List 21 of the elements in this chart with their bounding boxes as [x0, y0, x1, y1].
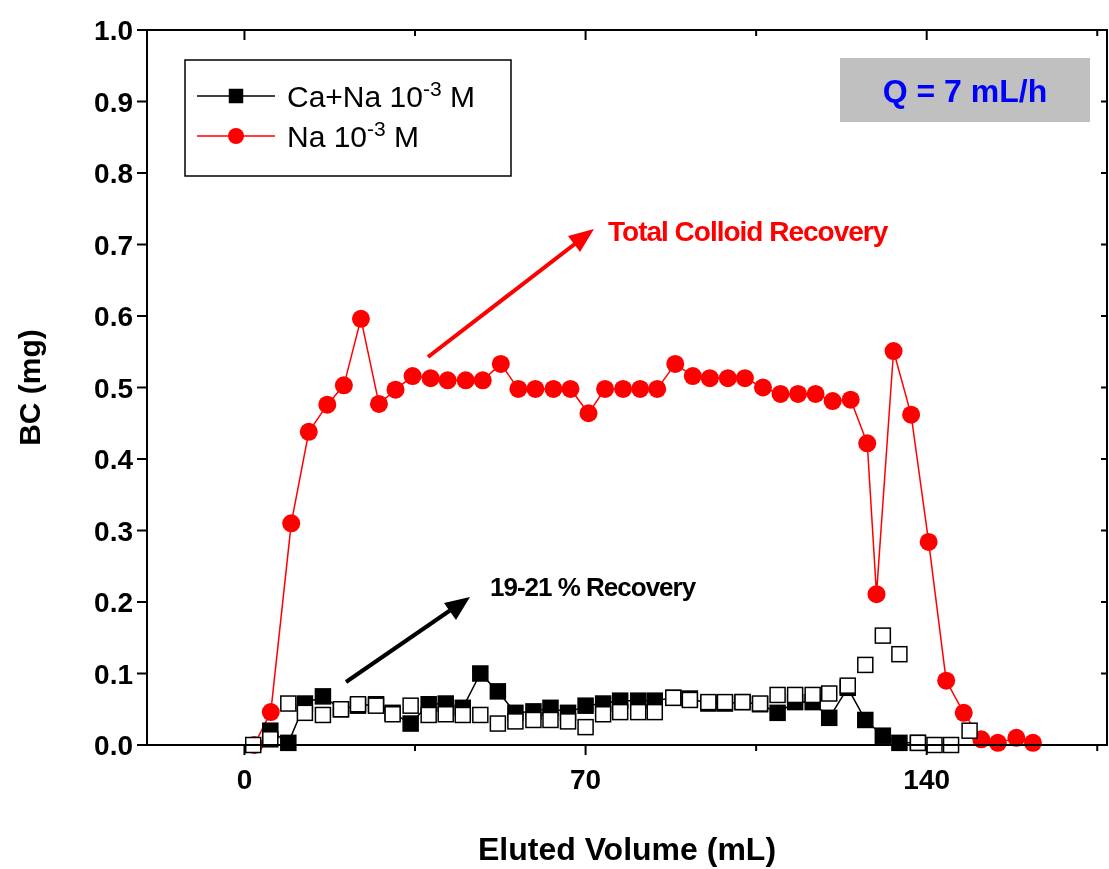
- annotation: Q = 7 mL/h: [882, 73, 1048, 109]
- y-tick-label: 0.6: [94, 301, 133, 332]
- y-tick-label: 0.1: [94, 658, 133, 690]
- y-tick-label: 0.9: [94, 86, 133, 118]
- y-tick-label: 0.3: [94, 515, 133, 547]
- legend-label: Ca+Na 10$^{-3}$ M: [287, 76, 475, 113]
- x-axis-title: Eluted Volume (mL): [477, 831, 777, 867]
- x-tick-label: 140: [903, 764, 951, 795]
- x-tick-label: 0: [236, 764, 253, 795]
- y-tick-label: 0.2: [94, 587, 133, 618]
- y-tick-label: 0.7: [94, 229, 133, 261]
- y-axis-title: BC (mg): [13, 329, 46, 446]
- x-tick-label: 70: [570, 764, 602, 795]
- annotation: 19-21 % Recovery: [490, 572, 697, 602]
- y-tick-label: 0.5: [94, 372, 133, 404]
- y-tick-label: 1.0: [94, 15, 133, 46]
- annotation: Total Colloid Recovery: [608, 216, 889, 247]
- y-tick-label: 0.4: [94, 444, 134, 475]
- legend-label: Na 10$^{-3}$ M: [287, 116, 420, 153]
- y-tick-label: 0.8: [94, 158, 133, 189]
- y-tick-label: 0.0: [94, 730, 133, 761]
